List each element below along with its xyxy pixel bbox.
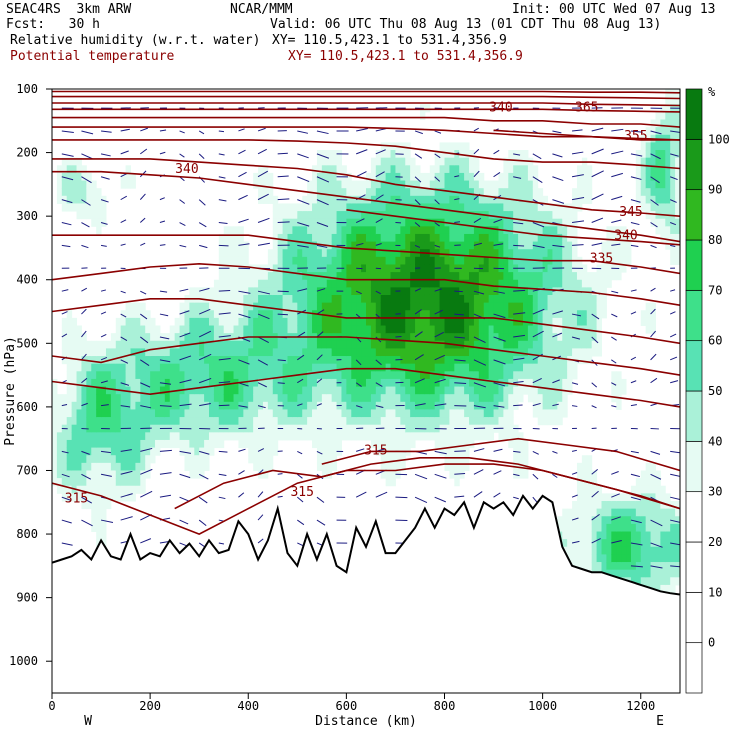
x-end-label-left: W	[84, 714, 92, 729]
y-tick-label: 900	[16, 591, 38, 605]
colorbar-tick-label: 10	[708, 585, 722, 599]
x-tick-label: 800	[434, 699, 456, 713]
theta-contour-15	[52, 108, 680, 113]
theta-contour-6	[52, 262, 680, 306]
y-tick-label: 600	[16, 400, 38, 414]
colorbar-tick-label: 70	[708, 283, 722, 297]
theta-label: 365	[575, 100, 598, 115]
theta-label: 315	[65, 491, 88, 506]
colorbar-box	[685, 138, 703, 191]
colorbar-box	[685, 189, 703, 241]
colorbar-tick-label: 20	[708, 535, 722, 549]
theta-label: 340	[489, 100, 512, 115]
theta-contour-14	[52, 116, 680, 128]
theta-contour-8	[52, 170, 680, 243]
field-2-xy: XY= 110.5,423.1 to 531.4,356.9	[288, 49, 523, 64]
plot-frame	[51, 88, 681, 694]
y-tick-label: 100	[16, 82, 38, 96]
theta-label: 315	[290, 485, 313, 500]
y-tick-label: 1000	[9, 654, 38, 668]
terrain-line	[52, 494, 680, 596]
wind-vectors	[61, 107, 680, 569]
colorbar-box	[685, 239, 703, 291]
colorbar-tick-label: 80	[708, 233, 722, 247]
theta-label: 340	[614, 229, 637, 244]
colorbar-box	[685, 88, 703, 140]
colorbar-unit: %	[708, 85, 716, 99]
theta-label: 340	[175, 162, 198, 177]
theta-contour-1	[174, 456, 680, 510]
y-tick-label: 200	[16, 146, 38, 160]
y-tick-label: 500	[16, 336, 38, 350]
x-tick-label: 400	[237, 699, 259, 713]
theta-contour-17	[52, 95, 680, 100]
terrain-fill	[52, 495, 680, 693]
terrain	[52, 494, 680, 693]
theta-contour-3	[52, 367, 680, 408]
colorbar-box	[685, 390, 703, 442]
rh-field	[52, 89, 680, 601]
field-1-xy: XY= 110.5,423.1 to 531.4,356.9	[272, 33, 507, 48]
colorbar-tick-label: 60	[708, 334, 722, 348]
colorbar-box	[685, 340, 703, 392]
x-tick-label: 1000	[528, 699, 557, 713]
y-tick-label: 800	[16, 527, 38, 541]
x-tick-label: 1200	[626, 699, 655, 713]
y-axis-label: Pressure (hPa)	[3, 336, 18, 446]
theta-contour-11	[52, 139, 680, 170]
colorbar: 0 10 20 30 40 50 60 70 80 90 100%	[685, 85, 730, 694]
y-tick-label: 700	[16, 463, 38, 477]
y-tick-label: 400	[16, 273, 38, 287]
colorbar-box	[685, 541, 703, 593]
colorbar-tick-label: 0	[708, 636, 715, 650]
colorbar-box	[685, 440, 703, 493]
theta-label: 315	[364, 444, 387, 459]
axes: 100 200 300 400 500 600 700 800 900 1000 0 200 400 60…	[3, 82, 664, 729]
field-1-name: Relative humidity (w.r.t. water)	[10, 33, 261, 48]
forecast-hour: Fcst: 30 h	[6, 17, 100, 32]
theta-contour-9	[346, 209, 680, 246]
field-2-name: Potential temperature	[10, 49, 175, 64]
x-tick-label: 600	[336, 699, 358, 713]
colorbar-tick-label: 40	[708, 434, 722, 448]
x-tick-label: 0	[48, 699, 55, 713]
init-time: Init: 00 UTC Wed 07 Aug 13	[512, 2, 716, 17]
theta-label: 355	[624, 129, 647, 144]
theta-contour-10	[52, 158, 680, 217]
x-end-label-right: E	[656, 714, 664, 729]
colorbar-tick-label: 90	[708, 183, 722, 197]
x-axis-label: Distance (km)	[315, 714, 417, 729]
theta-label: 345	[619, 205, 642, 220]
colorbar-box	[685, 289, 703, 342]
x-tick-label: 200	[139, 699, 161, 713]
model-name: SEAC4RS 3km ARW	[6, 2, 132, 17]
colorbar-tick-label: 30	[708, 485, 722, 499]
valid-time: Valid: 06 UTC Thu 08 Aug 13 (01 CDT Thu …	[270, 17, 662, 32]
theta-contour-13	[493, 129, 680, 141]
y-tick-label: 300	[16, 209, 38, 223]
theta-contour-7	[52, 234, 680, 275]
theta-label: 335	[590, 252, 613, 267]
organization: NCAR/MMM	[230, 2, 293, 17]
colorbar-box	[685, 491, 703, 543]
theta-contour-4	[52, 336, 680, 376]
colorbar-tick-label: 100	[708, 132, 730, 146]
theta-contour-5	[52, 297, 680, 345]
theta-contour-18	[52, 90, 680, 94]
colorbar-box	[685, 642, 703, 694]
theta-contour-16	[52, 102, 680, 107]
colorbar-tick-label: 50	[708, 384, 722, 398]
theta-contour-2	[321, 437, 680, 472]
colorbar-box	[685, 591, 703, 644]
